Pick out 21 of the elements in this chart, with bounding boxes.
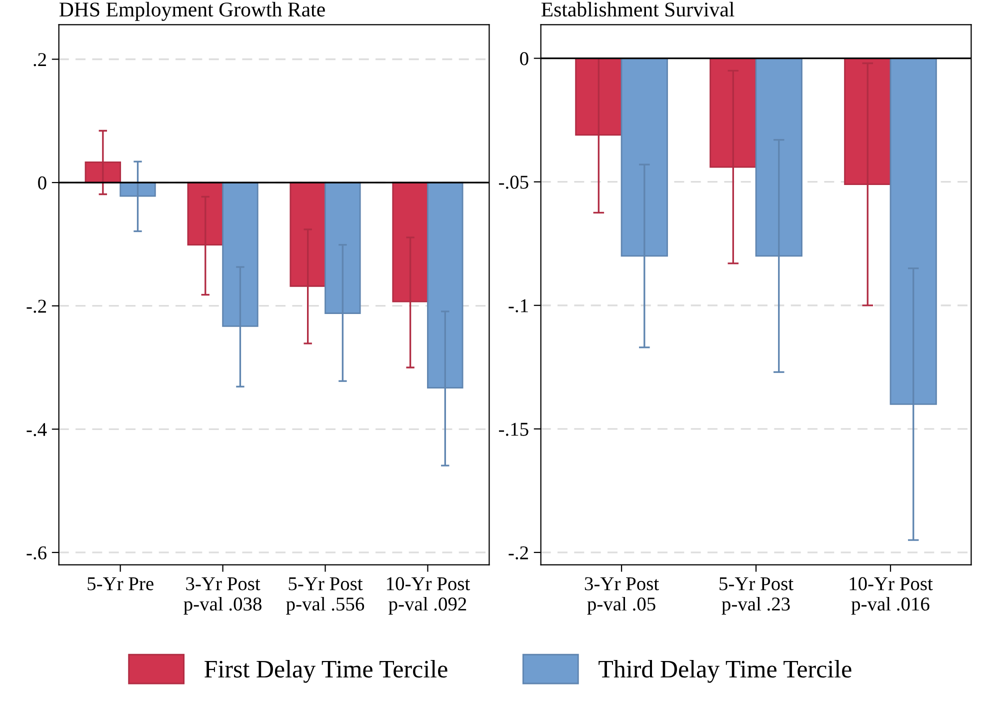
x-tick-label: 5-Yr Post p-val .556 [286,577,364,615]
x-tick-label: 5-Yr Pre [88,577,154,590]
legend-label: Third Delay Time Tercile [598,660,852,683]
y-tick-label: -.4 [26,423,47,436]
chart-title: Establishment Survival [541,2,734,17]
y-tick-label: -.2 [508,546,528,560]
x-tick-label: 3-Yr Post p-val .05 [584,577,659,615]
y-tick-label: -.1 [508,299,528,312]
chart-title: DHS Employment Growth Rate [59,2,325,21]
legend-label: First Delay Time Tercile [204,660,448,683]
y-tick-label: -.6 [26,546,46,560]
y-tick-label: .2 [34,53,46,66]
y-tick-label: -.2 [26,300,46,313]
x-tick-label: 10-Yr Post p-val .016 [850,577,933,615]
y-tick-label: 0 [520,52,528,66]
y-tick-label: -.15 [498,422,528,436]
y-tick-label: 0 [38,176,46,190]
y-tick-label: -.05 [498,176,528,189]
x-tick-label: 3-Yr Post p-val .038 [184,577,262,615]
x-tick-label: 10-Yr Post p-val .092 [387,577,470,615]
x-tick-label: 5-Yr Post p-val .23 [720,577,794,615]
